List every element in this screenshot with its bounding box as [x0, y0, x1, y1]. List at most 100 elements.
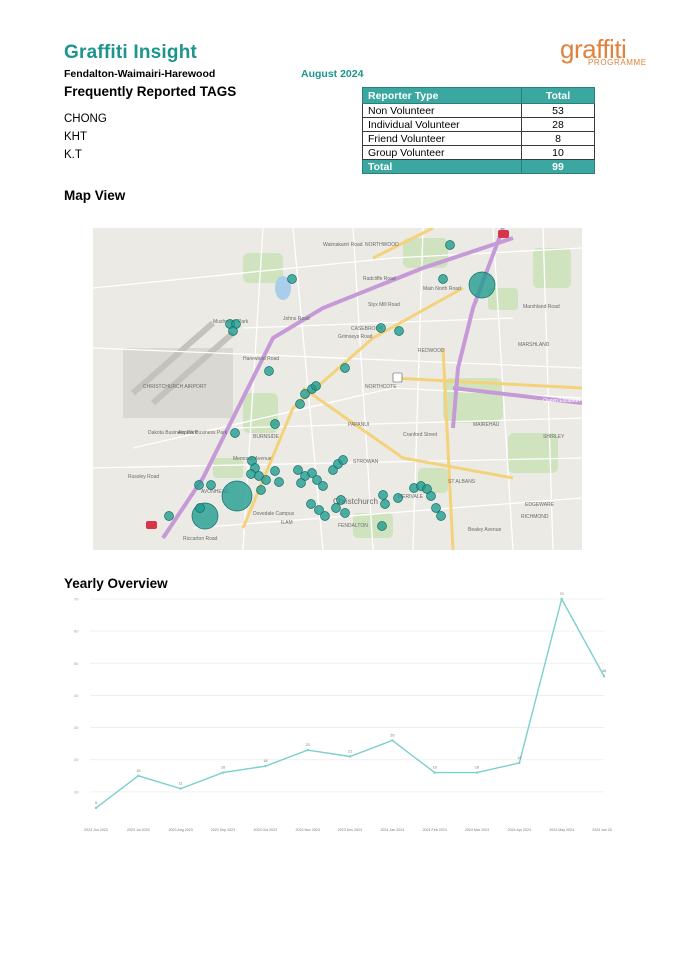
x-tick-label: 2023 Jun 2023 [84, 828, 108, 832]
water-body [275, 276, 291, 300]
map-marker[interactable] [221, 480, 253, 512]
motorways [161, 228, 582, 540]
map-marker[interactable] [311, 381, 321, 391]
map-marker[interactable] [296, 478, 306, 488]
map-marker[interactable] [338, 455, 348, 465]
chart-x-ticks: 2023 Jun 2023 2023 Jul 2023 2023 Aug 2023 2… [84, 828, 612, 832]
map-marker[interactable] [295, 399, 305, 409]
map-marker[interactable] [394, 326, 404, 336]
map-label: NORTHCOTE [365, 384, 397, 390]
map-marker[interactable] [307, 468, 317, 478]
data-label: 15 [136, 769, 140, 773]
map-marker[interactable] [445, 240, 455, 250]
map-label: STROWAN [353, 459, 379, 465]
yearly-overview-chart: 10 20 30 40 50 60 70 2023 Jun 2023 2023 Jul 202… [74, 592, 612, 832]
data-point [348, 755, 352, 758]
x-tick-label: 2023 Oct 2023 [254, 828, 278, 832]
reporter-type-cell: Group Volunteer [362, 145, 522, 160]
map-marker[interactable] [300, 389, 310, 399]
map-marker[interactable] [274, 477, 284, 487]
map-marker[interactable] [436, 511, 446, 521]
data-label: 18 [263, 759, 267, 763]
map-marker[interactable] [270, 466, 280, 476]
map-marker[interactable] [376, 323, 386, 333]
map-label: PAPANUI [348, 422, 369, 428]
y-tick-label: 70 [74, 597, 79, 602]
map-label: NORTHWOOD [365, 242, 399, 248]
data-label: 16 [221, 766, 225, 770]
map-label: ST ALBANS [448, 479, 476, 485]
map-marker[interactable] [431, 503, 441, 513]
map-marker[interactable] [340, 363, 350, 373]
map-label: REDWOOD [418, 348, 445, 354]
map-label: MAIREHAU [473, 422, 500, 428]
data-point [518, 761, 521, 765]
airport-area [123, 320, 235, 418]
map-label: Waimakariri Road [323, 242, 363, 248]
map-marker[interactable] [164, 511, 174, 521]
data-point [137, 774, 140, 777]
total-value-cell: 99 [521, 159, 595, 174]
tag-item: K.T [64, 149, 82, 161]
map-label: RICHMOND [521, 514, 549, 520]
map-marker[interactable] [306, 499, 316, 509]
map-label: EDGEWARE [525, 502, 555, 508]
reporter-type-cell: Non Volunteer [362, 103, 522, 118]
map-marker[interactable] [228, 326, 238, 336]
map-marker[interactable] [340, 508, 350, 518]
map-marker[interactable] [270, 419, 280, 429]
map-marker[interactable] [312, 475, 322, 485]
map-label: CHRISTCHURCH AIRPORT [143, 384, 207, 390]
map-marker[interactable] [293, 465, 303, 475]
data-point [306, 748, 309, 752]
table-row: Individual Volunteer 28 [362, 117, 595, 132]
map-marker[interactable] [230, 428, 240, 438]
data-label: 16 [475, 766, 479, 770]
map-marker[interactable] [261, 475, 271, 485]
map-marker[interactable] [314, 505, 324, 515]
map-label: Main North Road [423, 286, 461, 292]
yearly-overview-heading: Yearly Overview [64, 576, 168, 591]
map-marker[interactable] [195, 503, 205, 513]
map-marker[interactable] [438, 274, 448, 284]
map-marker[interactable] [194, 480, 204, 490]
map-label: Dakota Business Park [148, 430, 198, 436]
map-marker[interactable] [426, 491, 436, 501]
map-marker[interactable] [318, 481, 328, 491]
data-label: 19 [517, 756, 521, 760]
chart-y-ticks: 10 20 30 40 50 60 70 [74, 597, 79, 795]
column-header-reporter-type: Reporter Type [362, 87, 522, 104]
report-markers[interactable] [164, 240, 496, 531]
map-marker[interactable] [206, 480, 216, 490]
data-point [391, 739, 394, 742]
total-cell: 10 [521, 145, 595, 160]
major-roads [241, 228, 582, 550]
map-marker[interactable] [331, 503, 341, 513]
map-label: CASEBROOK [351, 326, 383, 332]
data-point [433, 771, 436, 774]
total-label-cell: Total [362, 159, 522, 174]
x-tick-label: 2023 Jul 2023 [127, 828, 150, 832]
map-marker[interactable] [378, 490, 388, 500]
logo-word: graffiti [560, 34, 627, 64]
x-tick-label: 2024 Jan 2024 [380, 828, 404, 832]
chart-points [94, 597, 606, 810]
map-marker[interactable] [264, 366, 274, 376]
map-marker[interactable] [336, 495, 346, 505]
x-tick-label: 2024 Feb 2024 [423, 828, 447, 832]
map-marker[interactable] [393, 493, 403, 503]
x-tick-label: 2023 Dec 2023 [338, 828, 362, 832]
map-marker[interactable] [468, 271, 496, 299]
map-marker[interactable] [380, 499, 390, 509]
x-tick-label: 2024 May 2024 [549, 828, 574, 832]
graffiti-report-map[interactable]: NORTHWOOD CASEBROOK REDWOOD MARSHLAND NO… [93, 228, 582, 550]
map-label: Christchurch [333, 497, 378, 506]
map-marker[interactable] [377, 521, 387, 531]
map-marker[interactable] [287, 274, 297, 284]
map-marker[interactable] [246, 469, 256, 479]
map-marker[interactable] [320, 511, 330, 521]
table-total-row: Total 99 [362, 159, 595, 174]
table-row: Non Volunteer 53 [362, 103, 595, 118]
x-tick-label: 2024 Apr 2024 [508, 828, 531, 832]
map-marker[interactable] [256, 485, 266, 495]
